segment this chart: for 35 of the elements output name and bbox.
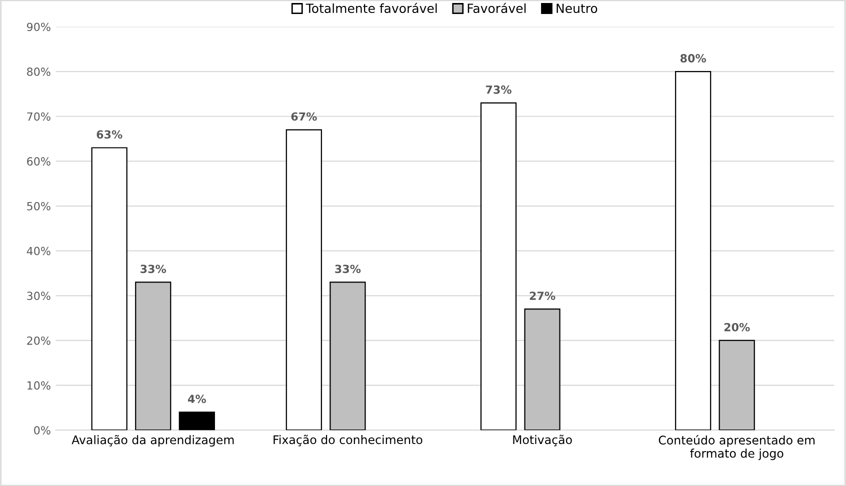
data-label: 67% <box>291 112 317 121</box>
bar <box>675 70 712 430</box>
y-tick-label: 80% <box>27 68 50 76</box>
y-tick-label: 70% <box>27 112 50 121</box>
bar <box>718 340 755 430</box>
bar <box>480 102 517 430</box>
y-tick-label: 30% <box>27 292 50 300</box>
legend-label: Neutro <box>556 4 598 14</box>
data-label: 63% <box>96 130 122 139</box>
legend-label: Totalmente favorável <box>306 2 437 14</box>
bar <box>135 282 172 430</box>
y-tick-label: 20% <box>27 336 50 345</box>
data-label: 80% <box>680 54 706 62</box>
data-label: 4% <box>188 394 206 404</box>
y-tick-label: 60% <box>27 157 50 166</box>
x-tick-label: Conteúdo apresentado em formato de jogo <box>658 434 815 460</box>
data-label: 33% <box>335 264 361 274</box>
x-tick-label: Motivação <box>513 434 572 446</box>
data-label: 33% <box>140 264 166 274</box>
bar <box>330 282 366 430</box>
data-label: 27% <box>530 292 556 300</box>
bar <box>91 147 128 430</box>
x-tick-label: Avaliação da aprendizagem <box>72 434 234 447</box>
y-tick-label: 0% <box>34 426 50 434</box>
y-tick-label: 10% <box>28 381 50 390</box>
y-tick-label: 40% <box>26 246 50 256</box>
legend-label: Favorável <box>468 2 526 14</box>
x-tick-label: Fixação do conhecimento <box>274 434 422 446</box>
bar <box>524 308 560 430</box>
data-label: 20% <box>724 322 750 332</box>
bar <box>178 412 215 430</box>
y-tick-label: 50% <box>27 202 50 210</box>
y-tick-label: 90% <box>26 22 50 32</box>
data-label: 73% <box>486 85 512 94</box>
bar <box>286 129 322 430</box>
